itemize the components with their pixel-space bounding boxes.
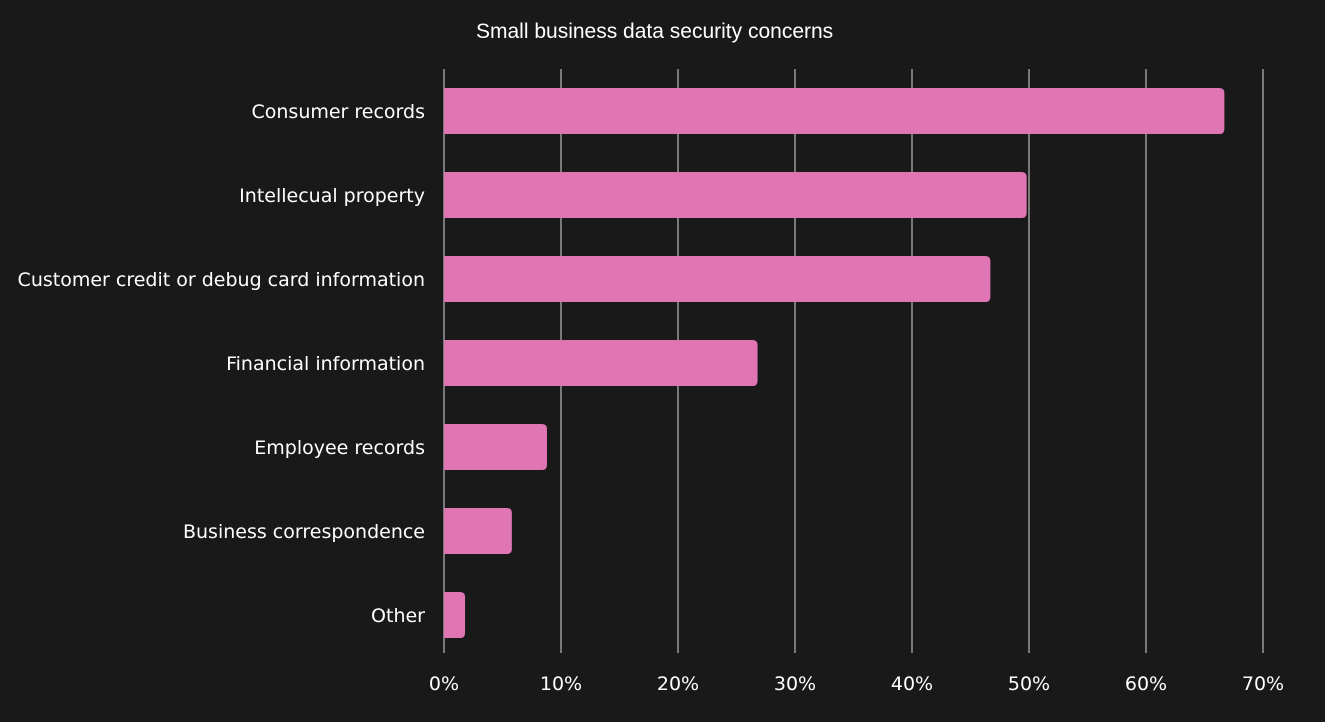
bar (444, 592, 465, 638)
x-tick-label: 10% (540, 673, 582, 695)
x-tick-label: 50% (1008, 673, 1050, 695)
x-tick-label: 70% (1242, 673, 1284, 695)
x-axis-tick-labels: 0% 10% 20% 30% 40% 50% 60% 70% (429, 673, 1284, 695)
x-tick-label: 0% (429, 673, 459, 695)
category-label: Employee records (254, 437, 425, 459)
bar (444, 256, 990, 302)
category-label: Consumer records (251, 101, 425, 123)
bar (444, 88, 1224, 134)
x-tick-label: 60% (1125, 673, 1167, 695)
category-label: Intellecual property (239, 185, 425, 207)
x-tick-label: 20% (657, 673, 699, 695)
x-tick-label: 30% (774, 673, 816, 695)
category-label: Customer credit or debug card informatio… (18, 269, 425, 291)
bar (444, 508, 512, 554)
category-labels: Consumer records Intellecual property Cust… (18, 101, 426, 627)
bar (444, 424, 547, 470)
category-label: Other (371, 605, 425, 627)
category-label: Financial information (226, 353, 425, 375)
category-label: Business correspondence (183, 521, 425, 543)
bar (444, 340, 758, 386)
bar (444, 172, 1027, 218)
x-tick-label: 40% (891, 673, 933, 695)
